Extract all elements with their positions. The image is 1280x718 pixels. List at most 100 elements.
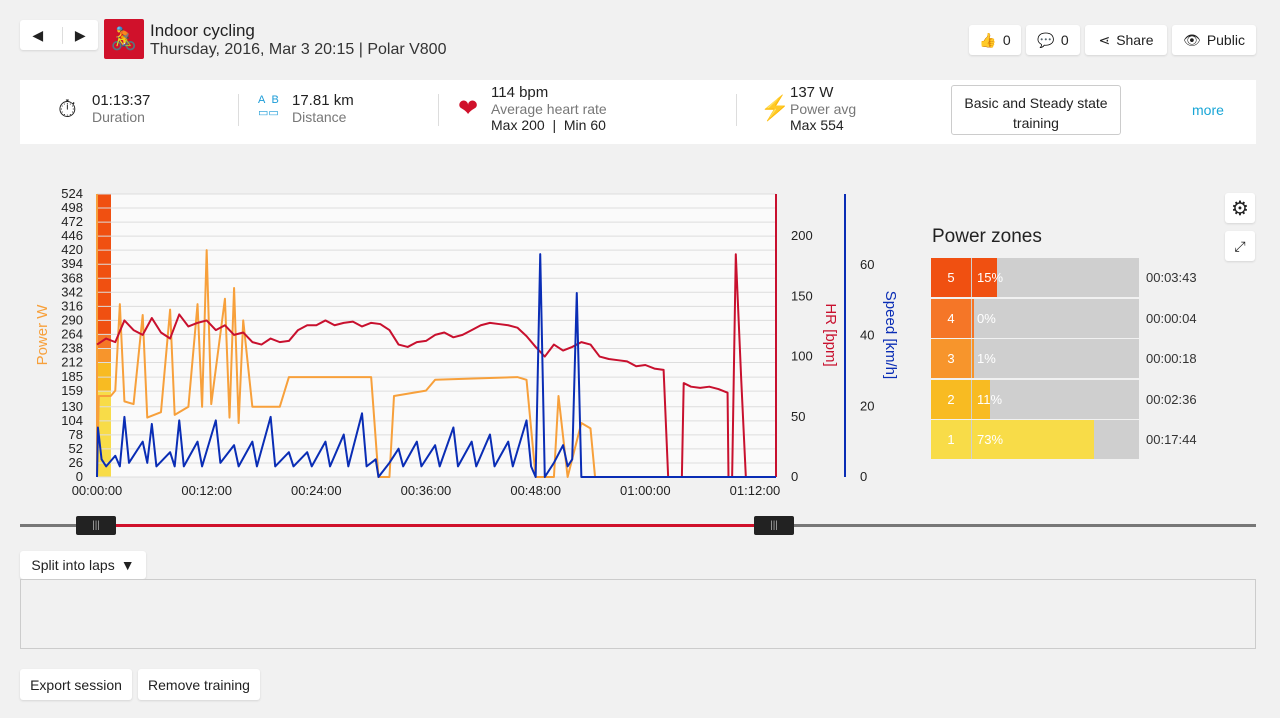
zone-row: 3 1% <box>931 339 1139 378</box>
power-tick-label: 368 <box>61 270 83 285</box>
fullscreen-icon[interactable]: ⤢ <box>1225 231 1255 261</box>
previous-session-button[interactable]: ◀ <box>32 26 44 43</box>
zone-bar <box>972 420 1094 459</box>
power-tick-label: 212 <box>61 355 83 370</box>
summary-bar: ⏱ 01:13:37 Duration A B ▭▭ 17.81 km Distanc… <box>20 80 1256 144</box>
power-tick-label: 264 <box>61 326 83 341</box>
hr-tick-label: 200 <box>791 228 813 243</box>
range-start-handle[interactable]: ||| <box>76 516 116 535</box>
like-button[interactable]: 👍 0 <box>969 25 1021 55</box>
hr-tick-label: 0 <box>791 469 798 484</box>
power-tick-label: 316 <box>61 298 83 313</box>
zone-percent: 1% <box>977 351 996 366</box>
x-tick-label: 00:00:00 <box>72 483 123 498</box>
range-selection <box>96 524 774 527</box>
power-tick-label: 52 <box>69 441 83 456</box>
zone-percent: 11% <box>977 391 1003 407</box>
power-tick-label: 498 <box>61 200 83 215</box>
next-session-button[interactable]: ▶ <box>61 26 99 44</box>
session-title: Indoor cycling <box>150 21 255 40</box>
zone-number: 4 <box>931 298 971 338</box>
zone-row: 1 73% <box>931 420 1139 459</box>
power-tick-label: 420 <box>61 242 83 257</box>
zone-bar <box>972 339 974 378</box>
export-session-button[interactable]: Export session <box>20 669 132 700</box>
heart-icon: ❤ <box>458 95 479 122</box>
eye-icon: 👁 <box>1183 31 1201 48</box>
hr-label: Average heart rate <box>491 101 607 117</box>
range-end-handle[interactable]: ||| <box>754 516 794 535</box>
zone-number: 2 <box>931 379 971 419</box>
power-label: Power avg <box>790 101 857 117</box>
x-tick-label: 00:36:00 <box>401 483 452 498</box>
zone-time: 00:17:44 <box>1146 432 1197 447</box>
zone-percent: 73% <box>977 432 1004 447</box>
power-zone-column <box>97 334 111 349</box>
thumbs-up-icon: 👍 <box>979 31 997 48</box>
visibility-button[interactable]: 👁 Public <box>1172 25 1256 55</box>
power-tick-label: 0 <box>76 469 83 484</box>
zone-time: 00:00:18 <box>1146 351 1197 366</box>
distance-value: 17.81 km <box>292 92 354 109</box>
settings-gear-icon[interactable]: ⚙ <box>1225 193 1255 223</box>
distance-label: Distance <box>292 109 347 125</box>
power-line <box>96 249 776 478</box>
lightning-icon: ⚡ <box>760 95 790 122</box>
distance-icon: A B ▭▭ <box>258 94 279 119</box>
power-tick-label: 130 <box>61 399 83 414</box>
comments-button[interactable]: 💬 0 <box>1026 25 1080 55</box>
hr-value: 114 bpm <box>491 84 549 101</box>
session-nav: ◀ ▶ <box>20 20 98 50</box>
zone-bar <box>972 258 998 297</box>
hr-maxmin: Max 200 | Min 60 <box>491 117 606 133</box>
power-tick-label: 26 <box>69 455 83 470</box>
training-benefit-button[interactable]: Basic and Steady state training <box>951 85 1121 135</box>
x-tick-label: 00:12:00 <box>181 483 232 498</box>
power-axis-label: Power W <box>34 304 51 366</box>
duration-label: Duration <box>92 109 145 125</box>
power-zone-column <box>97 348 111 363</box>
power-tick-label: 472 <box>61 214 83 229</box>
cycling-sport-icon: 🚴 <box>104 19 144 59</box>
hr-tick-label: 150 <box>791 288 813 303</box>
power-max: Max 554 <box>790 117 844 133</box>
zone-time: 00:00:04 <box>1146 310 1197 326</box>
power-tick-label: 524 <box>61 186 83 201</box>
speed-tick-label: 0 <box>860 469 867 484</box>
zone-percent: 15% <box>977 270 1004 285</box>
power-tick-label: 185 <box>61 369 83 384</box>
power-tick-label: 290 <box>61 312 83 327</box>
zone-row: 2 11% <box>931 379 1139 419</box>
power-tick-label: 446 <box>61 228 83 243</box>
zone-time: 00:03:43 <box>1146 270 1197 285</box>
session-chart[interactable]: 0265278104130159185212238264290316342368… <box>0 180 920 510</box>
share-button[interactable]: ⋖ Share <box>1085 25 1167 55</box>
hr-axis-label: HR [bpm] <box>822 303 839 366</box>
zone-row: 4 0% <box>931 298 1139 338</box>
x-tick-label: 00:48:00 <box>510 483 561 498</box>
power-tick-label: 159 <box>61 383 83 398</box>
remove-training-button[interactable]: Remove training <box>138 669 260 700</box>
session-subtitle: Thursday, 2016, Mar 3 20:15 | Polar V800 <box>150 41 447 58</box>
speed-tick-label: 20 <box>860 398 874 413</box>
power-tick-label: 238 <box>61 340 83 355</box>
power-tick-label: 342 <box>61 284 83 299</box>
x-tick-label: 00:24:00 <box>291 483 342 498</box>
power-zones-title: Power zones <box>932 226 1042 247</box>
share-icon: ⋖ <box>1098 31 1111 48</box>
laps-panel <box>20 579 1256 649</box>
x-tick-label: 01:12:00 <box>730 483 781 498</box>
split-laps-dropdown[interactable]: Split into laps ▼ <box>20 551 146 579</box>
power-value: 137 W <box>790 84 834 101</box>
speed-axis-label: Speed [km/h] <box>882 291 899 379</box>
speed-tick-label: 60 <box>860 257 874 272</box>
more-link[interactable]: more <box>1192 102 1224 118</box>
duration-value: 01:13:37 <box>92 92 151 109</box>
zone-bar <box>972 379 991 419</box>
zone-number: 3 <box>931 339 971 378</box>
power-tick-label: 394 <box>61 256 83 271</box>
speed-line <box>96 253 776 478</box>
caret-down-icon: ▼ <box>120 557 135 573</box>
zone-percent: 0% <box>977 310 996 326</box>
power-tick-label: 104 <box>61 413 83 428</box>
